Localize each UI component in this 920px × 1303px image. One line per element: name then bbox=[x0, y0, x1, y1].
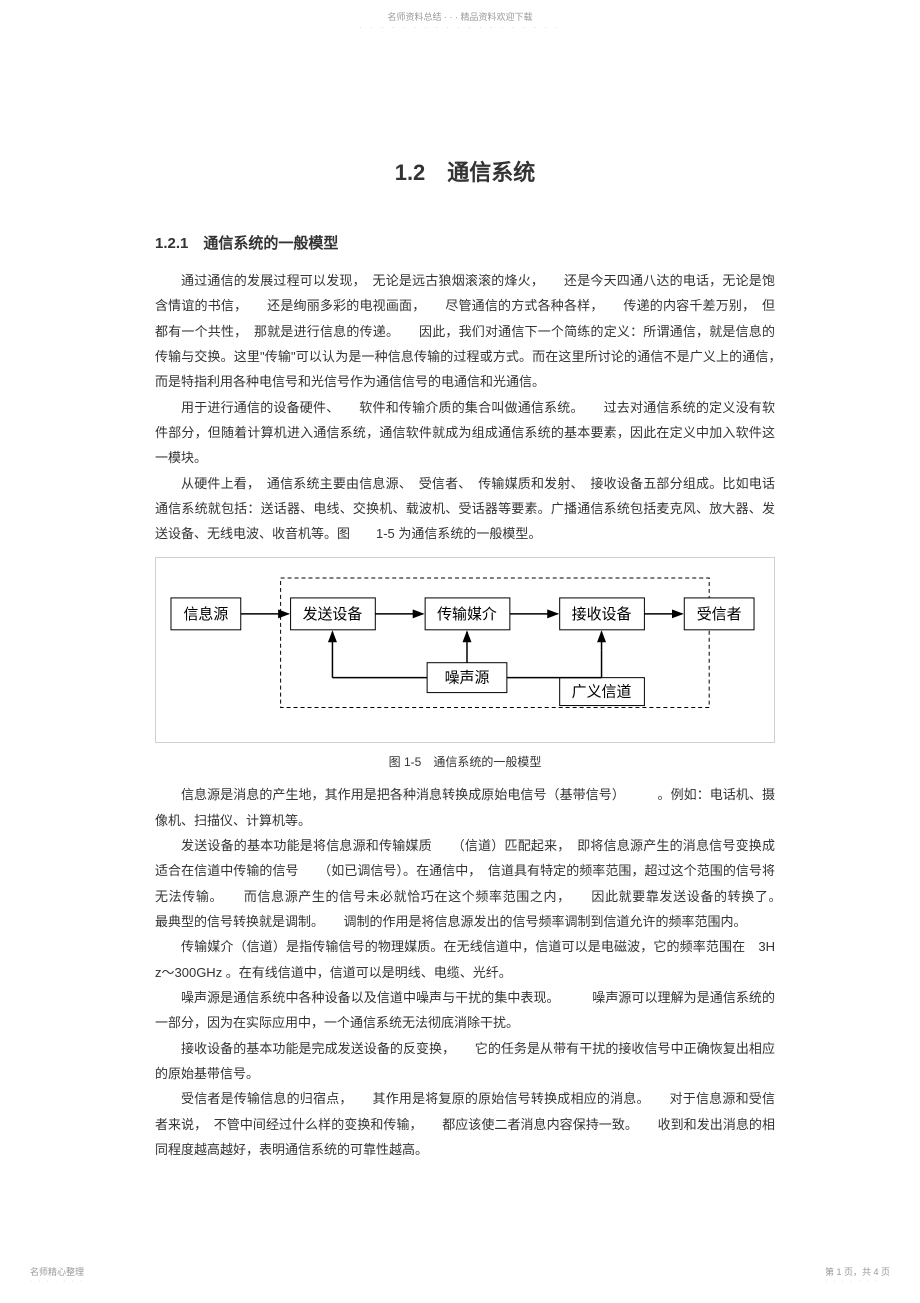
footer-left-dots: · · · · · · · bbox=[30, 1278, 84, 1285]
paragraph: 发送设备的基本功能是将信息源和传输媒质 （信道）匹配起来， 即将信息源产生的消息… bbox=[155, 833, 775, 934]
box-sender-label: 发送设备 bbox=[303, 606, 363, 623]
paragraph: 信息源是消息的产生地，其作用是把各种消息转换成原始电信号（基带信号） 。例如：电… bbox=[155, 782, 775, 833]
page-header: 名师资料总结 · · · 精品资料欢迎下载 · · · · · · · · · … bbox=[0, 10, 920, 32]
header-text: 名师资料总结 · · · 精品资料欢迎下载 bbox=[0, 10, 920, 23]
document-body: 1.2 通信系统 1.2.1 通信系统的一般模型 通过通信的发展过程可以发现， … bbox=[155, 155, 775, 1162]
communication-system-diagram: 信息源 发送设备 传输媒介 接收设备 受信者 噪声源 广义信道 bbox=[166, 573, 764, 723]
footer-right-dots: · · · · · · · bbox=[825, 1278, 890, 1285]
footer-right: 第 1 页，共 4 页 · · · · · · · bbox=[825, 1265, 890, 1285]
paragraph: 从硬件上看， 通信系统主要由信息源、 受信者、 传输媒质和发射、 接收设备五部分… bbox=[155, 471, 775, 547]
box-channel-label-text: 广义信道 bbox=[572, 683, 632, 700]
section-title: 1.2.1 通信系统的一般模型 bbox=[155, 232, 775, 253]
figure-caption: 图 1-5 通信系统的一般模型 bbox=[155, 753, 775, 770]
box-source-label: 信息源 bbox=[183, 606, 228, 623]
box-dest-label: 受信者 bbox=[697, 606, 742, 623]
header-dots: · · · · · · · · · · · · · · · · · · · bbox=[0, 23, 920, 32]
footer-right-text: 第 1 页，共 4 页 bbox=[825, 1265, 890, 1278]
box-medium-label: 传输媒介 bbox=[437, 606, 497, 623]
paragraph: 通过通信的发展过程可以发现， 无论是远古狼烟滚滚的烽火， 还是今天四通八达的电话… bbox=[155, 268, 775, 395]
paragraph: 传输媒介（信道）是指传输信号的物理媒质。在无线信道中，信道可以是电磁波，它的频率… bbox=[155, 934, 775, 985]
footer-left: 名师精心整理 · · · · · · · bbox=[30, 1265, 84, 1285]
box-receiver-label: 接收设备 bbox=[572, 606, 632, 623]
paragraph: 接收设备的基本功能是完成发送设备的反变换， 它的任务是从带有干扰的接收信号中正确… bbox=[155, 1036, 775, 1087]
paragraph: 用于进行通信的设备硬件、 软件和传输介质的集合叫做通信系统。 过去对通信系统的定… bbox=[155, 395, 775, 471]
footer-left-text: 名师精心整理 bbox=[30, 1265, 84, 1278]
chapter-title: 1.2 通信系统 bbox=[155, 155, 775, 187]
paragraph: 噪声源是通信系统中各种设备以及信道中噪声与干扰的集中表现。 噪声源可以理解为是通… bbox=[155, 985, 775, 1036]
paragraph: 受信者是传输信息的归宿点， 其作用是将复原的原始信号转换成相应的消息。 对于信息… bbox=[155, 1086, 775, 1162]
figure-diagram: 信息源 发送设备 传输媒介 接收设备 受信者 噪声源 广义信道 bbox=[155, 557, 775, 744]
box-noise-label: 噪声源 bbox=[445, 668, 490, 686]
